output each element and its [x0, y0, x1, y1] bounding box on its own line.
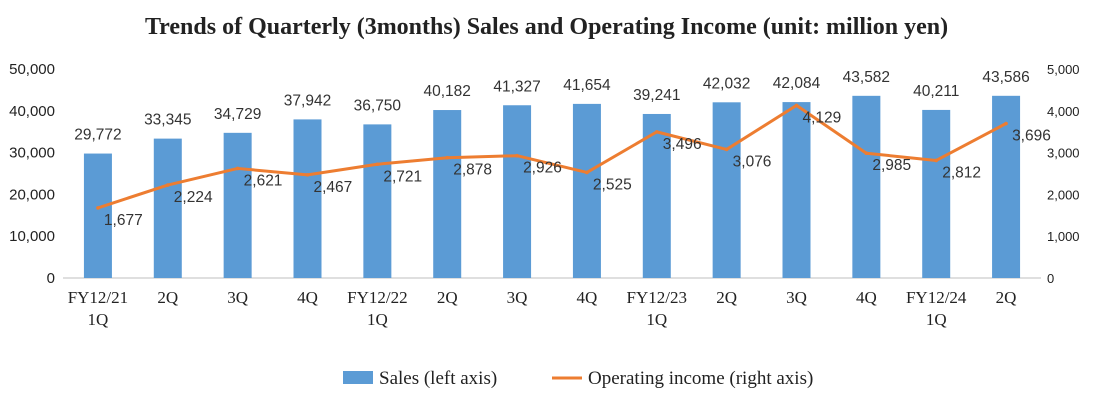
sales-bar — [712, 102, 741, 278]
category-label: 4Q — [856, 288, 877, 307]
sales-data-label: 34,729 — [214, 106, 261, 123]
operating-income-point — [1004, 121, 1008, 126]
sales-bar — [992, 95, 1021, 278]
right-axis-tick-label: 5,000 — [1047, 62, 1080, 77]
operating-income-point — [445, 155, 450, 160]
operating-income-point — [165, 183, 170, 187]
right-axis-tick-label: 2,000 — [1047, 187, 1080, 202]
operating-income-point — [654, 130, 659, 134]
category-label: FY12/22 — [347, 288, 407, 307]
sales-data-label: 29,772 — [74, 127, 121, 144]
left-axis-tick-label: 30,000 — [9, 145, 55, 162]
sales-data-label: 40,182 — [424, 83, 471, 100]
legend: Sales (left axis) Operating income (right… — [343, 368, 813, 389]
axes: 0 10,000 20,000 30,000 40,000 50,000 0 1,000 2,0… — [9, 61, 1079, 329]
category-label: FY12/24 — [906, 288, 967, 307]
right-axis-tick-label: 0 — [1047, 271, 1054, 286]
category-label: 3Q — [507, 288, 528, 307]
right-axis-tick-label: 4,000 — [1047, 104, 1080, 119]
category-label: 1Q — [88, 310, 109, 329]
operating-income-point — [375, 162, 380, 167]
right-axis-tick-label: 1,000 — [1047, 229, 1080, 244]
sales-data-label: 42,084 — [773, 75, 821, 92]
data-labels: 29,772 33,345 34,729 37,942 36,750 40,182 41,3… — [74, 69, 1051, 229]
legend-label-operating-income: Operating income (right axis) — [588, 368, 813, 389]
operating-income-data-label: 2,621 — [244, 172, 283, 189]
left-axis-tick-label: 0 — [47, 270, 55, 287]
sales-data-label: 39,241 — [633, 87, 680, 104]
right-axis-tick-label: 3,000 — [1047, 146, 1080, 161]
operating-income-data-label: 2,812 — [942, 164, 981, 181]
category-label: 1Q — [926, 310, 947, 329]
sales-data-label: 42,032 — [703, 75, 750, 92]
category-label: 2Q — [437, 288, 458, 307]
operating-income-point — [724, 147, 729, 152]
sales-data-label: 33,345 — [144, 112, 191, 129]
sales-bar — [572, 103, 601, 278]
operating-income-point — [235, 166, 240, 171]
sales-bar — [642, 113, 671, 278]
category-label: 2Q — [996, 288, 1017, 307]
operating-income-data-label: 2,926 — [523, 160, 562, 177]
category-label: 4Q — [577, 288, 598, 307]
category-label: 3Q — [227, 288, 248, 307]
sales-bars — [83, 95, 1021, 279]
operating-income-data-label: 2,467 — [314, 179, 353, 196]
sales-data-label: 43,586 — [982, 69, 1029, 86]
operating-income-point — [96, 206, 100, 210]
legend-swatch-sales — [343, 371, 373, 384]
category-label: 1Q — [367, 310, 388, 329]
operating-income-point — [515, 153, 519, 158]
left-axis-tick-label: 40,000 — [9, 103, 55, 120]
sales-bar — [922, 109, 951, 278]
operating-income-polyline — [96, 103, 1008, 210]
category-label: 1Q — [646, 310, 667, 329]
operating-income-point — [864, 151, 869, 156]
sales-bar — [223, 132, 252, 278]
left-axis-tick-label: 10,000 — [9, 228, 55, 245]
operating-income-data-label: 2,525 — [593, 176, 632, 193]
category-label: 2Q — [716, 288, 737, 307]
sales-data-label: 41,654 — [563, 77, 611, 94]
operating-income-data-label: 2,224 — [174, 189, 213, 206]
category-label: FY12/23 — [627, 288, 687, 307]
operating-income-data-label: 2,985 — [872, 157, 911, 174]
sales-data-label: 43,582 — [843, 69, 890, 86]
operating-income-data-label: 2,721 — [383, 168, 422, 185]
sales-bar — [782, 102, 811, 278]
category-label: 3Q — [786, 288, 807, 307]
operating-income-point — [305, 173, 310, 177]
operating-income-point — [794, 103, 799, 108]
sales-bar — [293, 119, 322, 279]
operating-income-data-label: 3,496 — [663, 136, 702, 153]
sales-bar — [83, 153, 112, 278]
left-axis-tick-label: 20,000 — [9, 186, 55, 203]
operating-income-data-label: 1,677 — [104, 212, 143, 229]
left-axis-tick-label: 50,000 — [9, 61, 55, 78]
sales-data-label: 41,327 — [493, 78, 540, 95]
operating-income-point — [585, 170, 589, 175]
operating-income-point — [934, 158, 939, 163]
category-label: 4Q — [297, 288, 318, 307]
sales-bar — [363, 124, 392, 278]
sales-data-label: 36,750 — [354, 97, 402, 114]
category-label: 2Q — [157, 288, 178, 307]
operating-income-data-label: 4,129 — [803, 109, 842, 126]
operating-income-data-label: 2,878 — [453, 162, 492, 179]
category-label: FY12/21 — [68, 288, 128, 307]
sales-bar — [503, 105, 532, 278]
sales-bar — [433, 110, 462, 278]
operating-income-line — [96, 103, 1008, 210]
sales-data-label: 37,942 — [284, 92, 331, 109]
operating-income-data-label: 3,076 — [733, 153, 772, 170]
sales-data-label: 40,211 — [913, 83, 959, 100]
sales-bar — [852, 95, 881, 278]
sales-bar — [153, 138, 182, 278]
operating-income-data-label: 3,696 — [1012, 128, 1051, 145]
legend-label-sales: Sales (left axis) — [379, 368, 497, 389]
chart-title: Trends of Quarterly (3months) Sales and … — [144, 14, 949, 40]
